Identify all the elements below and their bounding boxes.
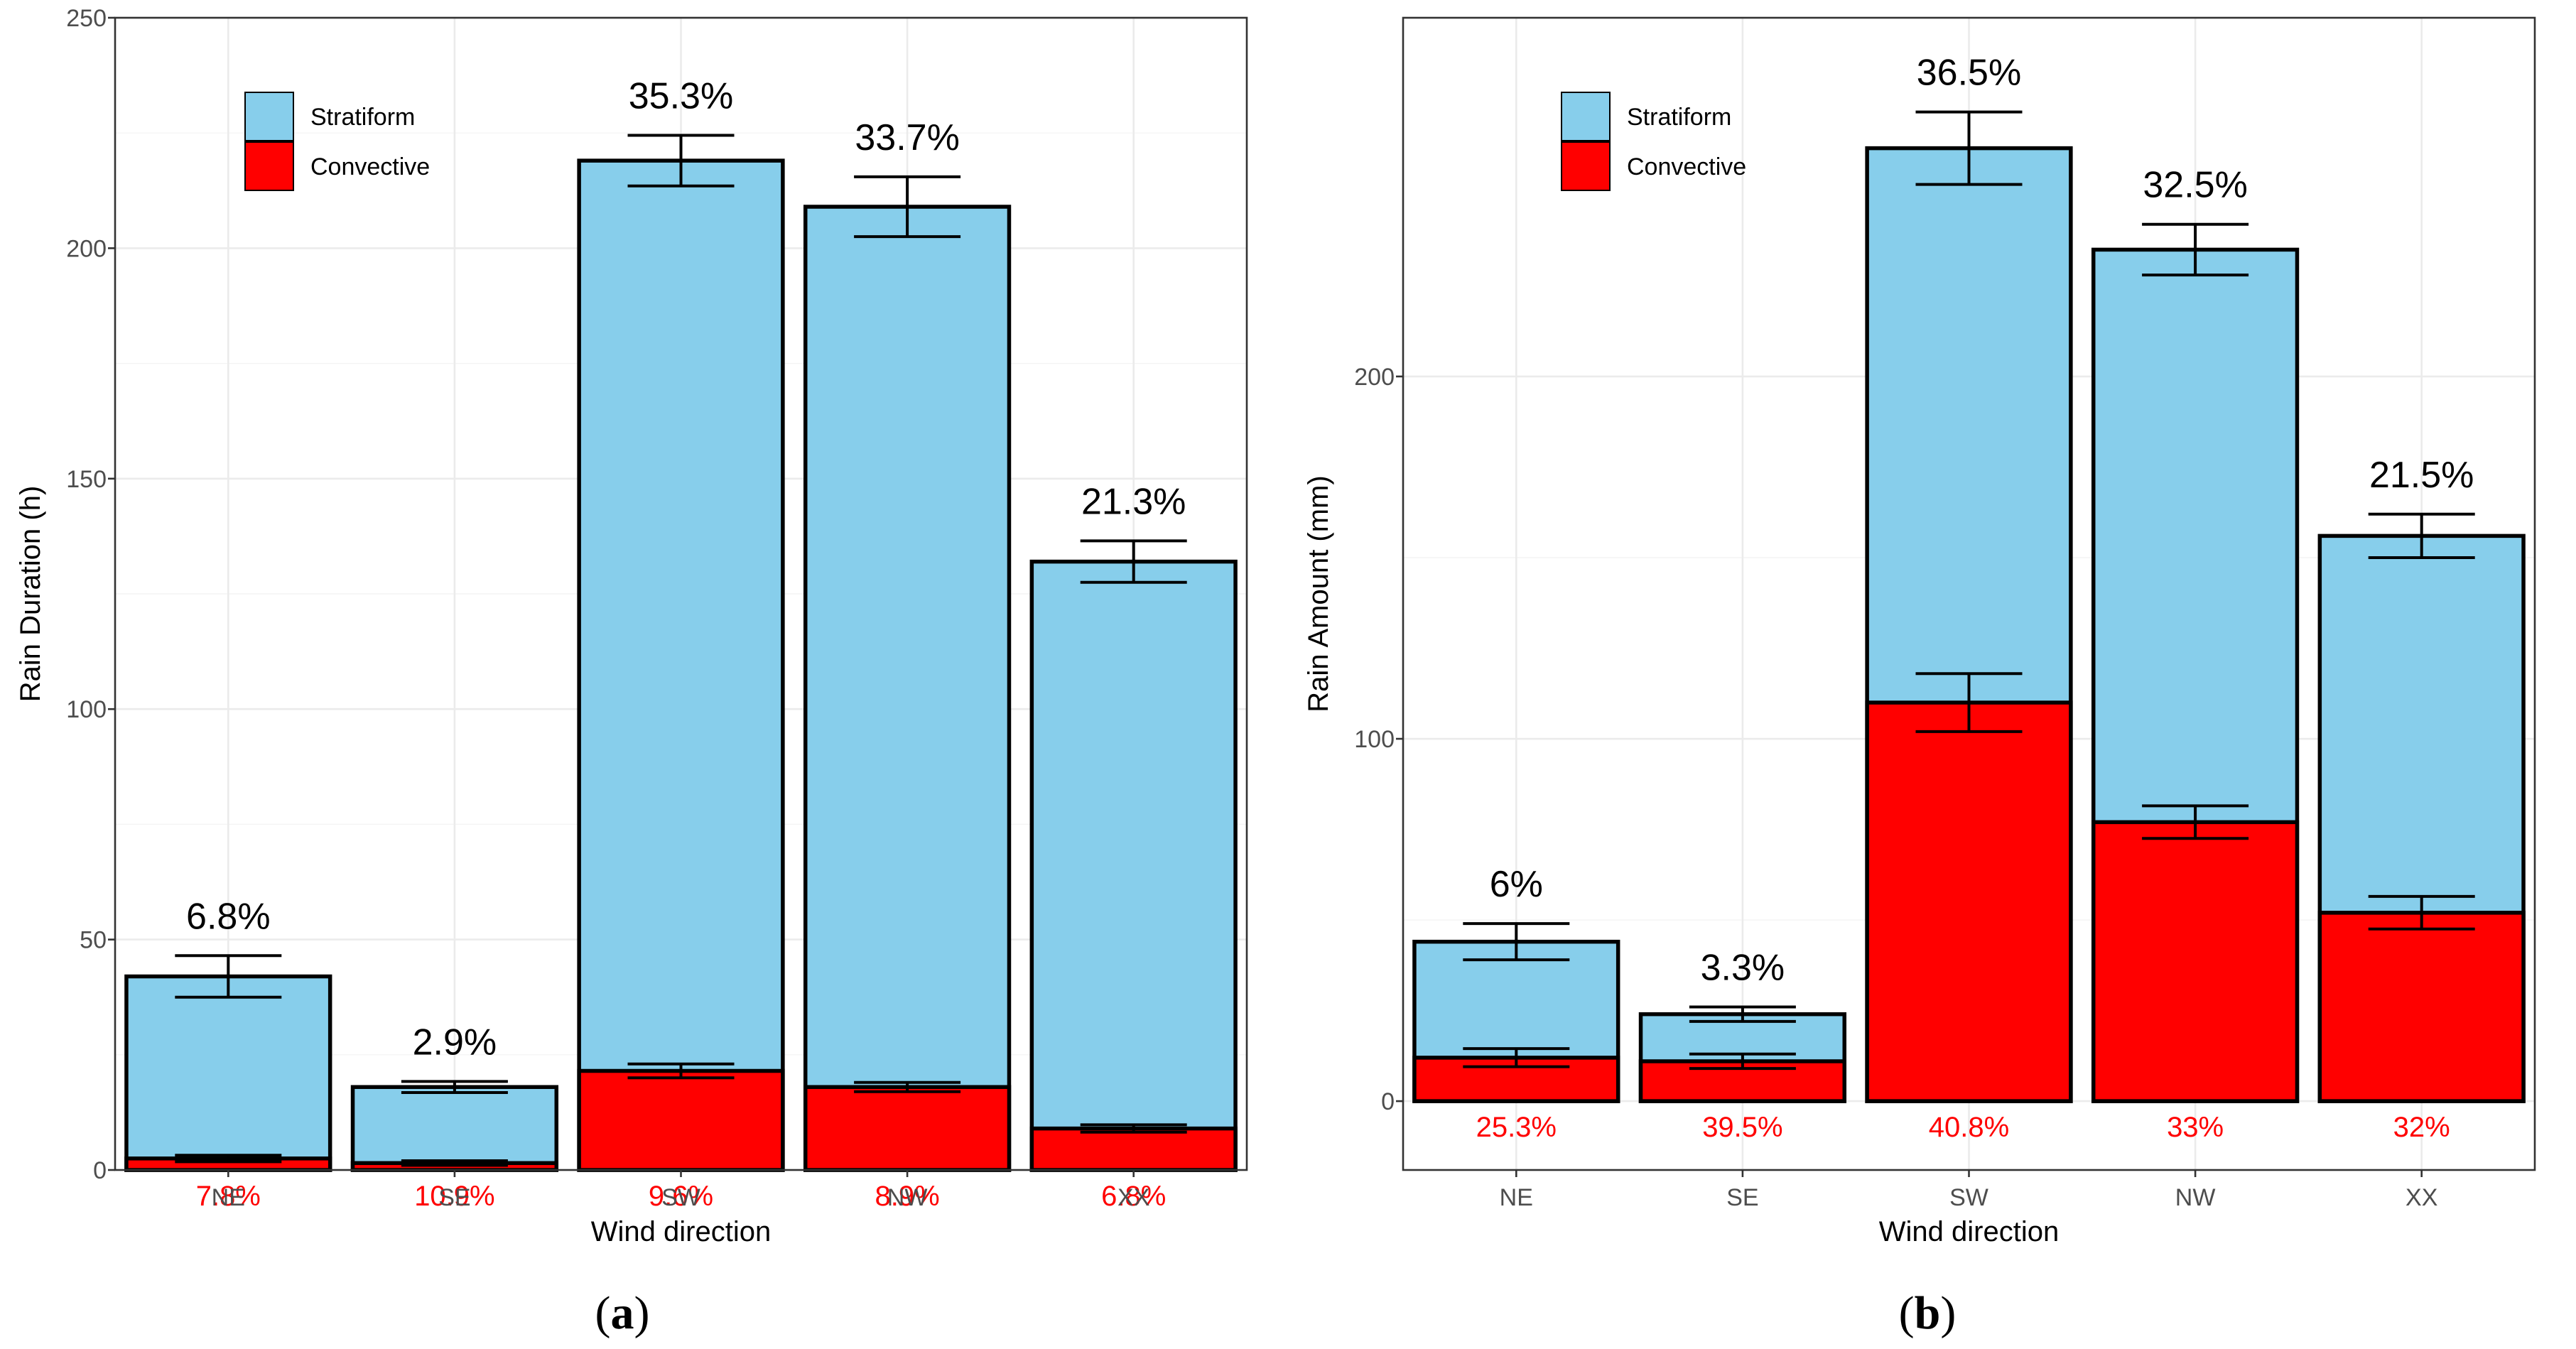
y-tick-label: 200 bbox=[66, 235, 107, 262]
x-tick-label: SW bbox=[661, 1184, 700, 1211]
x-axis-title: Wind direction bbox=[591, 1216, 771, 1247]
stratiform-percent-label: 36.5% bbox=[1917, 53, 2021, 94]
y-tick-label: 250 bbox=[66, 5, 107, 32]
y-axis: 0 50 100 150 200 250 Rain Duration (h) bbox=[15, 5, 115, 1184]
convective-bar-sw bbox=[1865, 700, 2073, 1103]
y-tick-label: 0 bbox=[93, 1157, 107, 1184]
y-axis-title: Rain Duration (h) bbox=[15, 486, 46, 703]
convective-percent-label: 6.8% bbox=[1101, 1181, 1166, 1212]
legend: Stratiform Convective bbox=[1561, 92, 1746, 191]
legend-label-stratiform: Stratiform bbox=[310, 104, 415, 131]
stratiform-bar-sw bbox=[577, 158, 785, 1172]
convective-errorbars bbox=[175, 1062, 1187, 1167]
panel-caption: (b) bbox=[1899, 1287, 1957, 1339]
x-tick-label: SE bbox=[438, 1184, 470, 1211]
convective-percent-label: 33% bbox=[2167, 1112, 2224, 1143]
data-labels: 6% 3.3% 36.5% 32.5% 21.5% 25.3% 39.5% 40.8% 33% 3… bbox=[1476, 53, 2474, 1143]
legend-swatch-stratiform bbox=[244, 92, 294, 141]
convective-percent-label: 25.3% bbox=[1476, 1112, 1557, 1143]
stratiform-percent-label: 2.9% bbox=[413, 1022, 497, 1063]
y-tick-label: 0 bbox=[1381, 1088, 1395, 1115]
convective-percent-label: 10.9% bbox=[414, 1181, 494, 1212]
convective-percent-label: 8.9% bbox=[875, 1181, 940, 1212]
stratiform-bar-se bbox=[350, 1085, 559, 1172]
x-tick-label: SE bbox=[1726, 1184, 1758, 1211]
x-axis-title: Wind direction bbox=[1879, 1216, 2059, 1247]
x-tick-label: SW bbox=[1949, 1184, 1988, 1211]
stratiform-bar-nw bbox=[803, 205, 1012, 1172]
x-axis: NE SE SW NW XX Wind direction bbox=[1500, 1170, 2437, 1247]
stratiform-percent-label: 33.7% bbox=[855, 117, 959, 158]
stratiform-series bbox=[124, 158, 1238, 1172]
y-tick-label: 150 bbox=[66, 466, 107, 493]
chart-panel-a: 6.8% 2.9% 35.3% 33.7% 21.3% 7.8% 10.9% 9.6% 8.9%… bbox=[15, 5, 1248, 1339]
stratiform-errorbars bbox=[1463, 110, 2475, 1023]
stratiform-errorbars bbox=[175, 134, 1187, 1095]
y-tick-label: 200 bbox=[1354, 364, 1395, 391]
stratiform-percent-label: 35.3% bbox=[629, 75, 733, 117]
convective-bar-sw bbox=[577, 1068, 785, 1172]
legend-swatch-convective bbox=[244, 141, 294, 191]
legend-label-convective: Convective bbox=[310, 153, 430, 180]
x-tick-label: NE bbox=[212, 1184, 245, 1211]
stratiform-percent-label: 21.5% bbox=[2369, 455, 2474, 496]
panel-caption: (a) bbox=[595, 1287, 650, 1339]
legend: Stratiform Convective bbox=[244, 92, 430, 191]
stratiform-percent-label: 3.3% bbox=[1701, 947, 1785, 988]
convective-percent-label: 40.8% bbox=[1929, 1112, 2009, 1143]
convective-bar-xx bbox=[1029, 1126, 1238, 1172]
stratiform-bar-xx bbox=[1029, 559, 1238, 1172]
legend-label-stratiform: Stratiform bbox=[1627, 104, 1731, 131]
y-tick-label: 100 bbox=[66, 696, 107, 723]
convective-bar-xx bbox=[2317, 911, 2526, 1103]
stratiform-percent-label: 21.3% bbox=[1081, 481, 1186, 522]
y-axis-title: Rain Amount (mm) bbox=[1303, 475, 1334, 712]
convective-percent-label: 39.5% bbox=[1702, 1112, 1782, 1143]
x-tick-label: NW bbox=[887, 1184, 928, 1211]
convective-percent-label: 32% bbox=[2393, 1112, 2450, 1143]
stratiform-percent-label: 6% bbox=[1490, 864, 1543, 905]
convective-percent-label: 7.8% bbox=[196, 1181, 261, 1212]
convective-bar-nw bbox=[2091, 820, 2300, 1103]
x-tick-label: XX bbox=[2405, 1184, 2437, 1211]
x-tick-label: NE bbox=[1500, 1184, 1533, 1211]
stratiform-bar-ne bbox=[124, 974, 332, 1172]
stratiform-percent-label: 6.8% bbox=[186, 896, 271, 937]
convective-series bbox=[1412, 700, 2526, 1103]
convective-errorbars bbox=[1463, 672, 2475, 1071]
convective-bar-se bbox=[1638, 1059, 1847, 1103]
x-tick-label: NW bbox=[2175, 1184, 2216, 1211]
y-axis: 0 100 200 Rain Amount (mm) bbox=[1303, 364, 1403, 1115]
y-tick-label: 50 bbox=[80, 927, 107, 954]
legend-swatch-stratiform bbox=[1561, 92, 1611, 141]
stratiform-percent-label: 32.5% bbox=[2143, 165, 2247, 206]
convective-percent-label: 9.6% bbox=[649, 1181, 713, 1212]
legend-label-convective: Convective bbox=[1627, 153, 1746, 180]
data-labels: 6.8% 2.9% 35.3% 33.7% 21.3% 7.8% 10.9% 9.6% 8.9%… bbox=[186, 75, 1186, 1212]
convective-bar-nw bbox=[803, 1085, 1012, 1172]
y-tick-label: 100 bbox=[1354, 726, 1395, 753]
x-tick-label: XX bbox=[1117, 1184, 1149, 1211]
chart-panel-b: 6% 3.3% 36.5% 32.5% 21.5% 25.3% 39.5% 40.8% 33% 3… bbox=[1303, 16, 2536, 1339]
x-axis: NE SE SW NW XX Wind direction bbox=[212, 1170, 1149, 1247]
legend-swatch-convective bbox=[1561, 141, 1611, 191]
